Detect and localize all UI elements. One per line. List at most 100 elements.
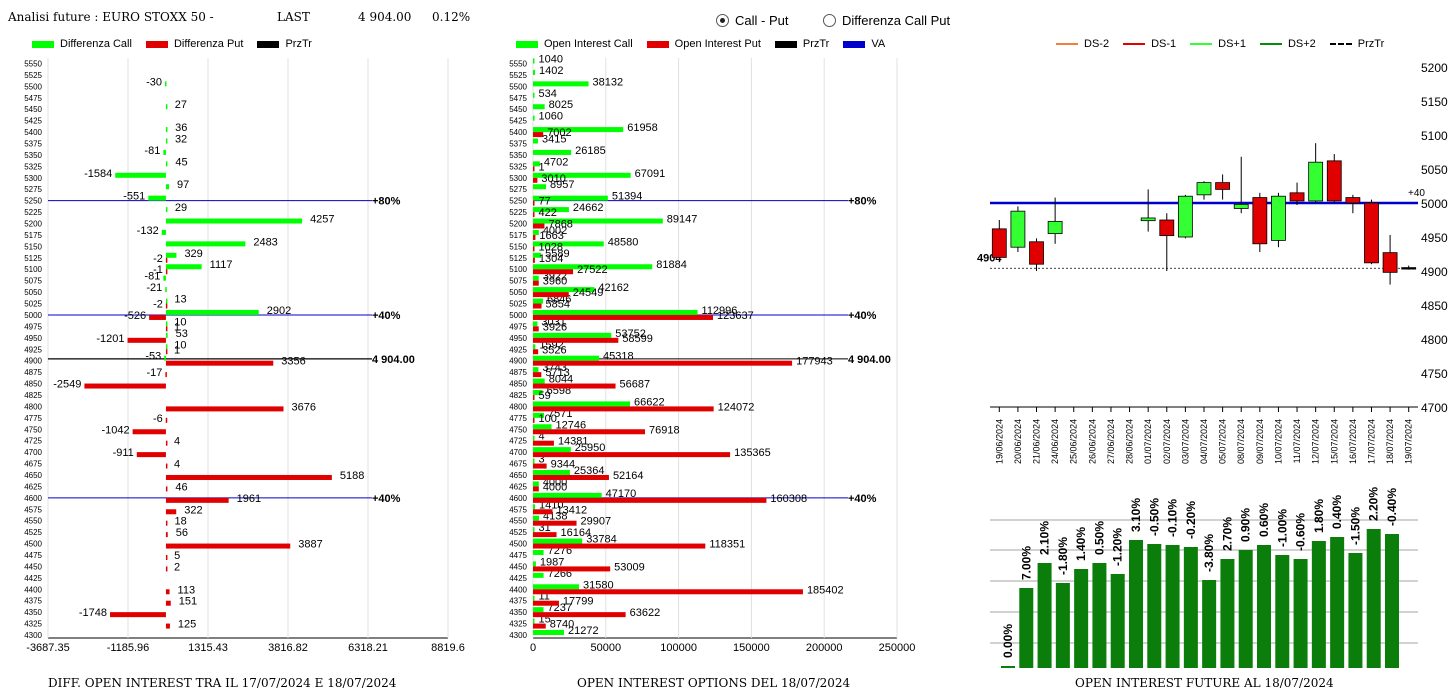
- bar: [533, 257, 535, 263]
- legend-item-oi-call: Open Interest Call: [512, 38, 633, 50]
- bar: [533, 474, 609, 480]
- legend-item-ds+1: DS+1: [1186, 38, 1246, 50]
- y-tick-label: 5325: [24, 162, 42, 171]
- oi-bar-label: -1.50%: [1348, 507, 1362, 545]
- data-label: 17799: [563, 596, 594, 608]
- bar: [533, 280, 539, 286]
- x-tick-label: 26/06/2024: [1087, 419, 1097, 464]
- x-tick-label: 24/06/2024: [1050, 419, 1060, 464]
- x-tick-label: 100000: [660, 642, 697, 654]
- y-tick-label: 4800: [509, 402, 527, 411]
- radio-differenza-label: Differenza Call Put: [842, 13, 951, 28]
- data-label: -526: [124, 310, 146, 322]
- data-label: -53: [145, 351, 161, 363]
- y-tick-label: 5100: [24, 265, 42, 274]
- bar: [533, 389, 543, 395]
- y-tick-label: 5525: [24, 71, 42, 80]
- radio-call-put[interactable]: Call - Put: [716, 13, 788, 28]
- data-label: 33784: [586, 534, 617, 546]
- data-label: 29907: [581, 516, 612, 528]
- y-tick-label: 5275: [24, 185, 42, 194]
- legend-line: [1329, 43, 1352, 45]
- data-label: 27: [175, 99, 187, 111]
- data-label: 118351: [709, 539, 745, 551]
- x-tick-label: 250000: [879, 642, 916, 654]
- legend-item-diff-call: Differenza Call: [28, 38, 132, 50]
- data-label: 4: [174, 436, 180, 448]
- oi-bar: [1275, 555, 1290, 668]
- bar: [165, 104, 168, 110]
- legend-item-ds-1: DS-1: [1119, 38, 1176, 50]
- y-tick-label: 4750: [509, 425, 527, 434]
- data-label: 63622: [630, 607, 661, 619]
- x-tick-label: 8819.6: [431, 642, 465, 654]
- y-tick-label: 4975: [24, 322, 42, 331]
- y-tick-label: 4725: [24, 437, 42, 446]
- bar: [533, 81, 589, 87]
- bar: [165, 218, 303, 224]
- y-tick-label: 5000: [24, 311, 42, 320]
- oi-bar: [1202, 580, 1217, 668]
- candle-body: [1364, 202, 1379, 264]
- y-tick-label: 5375: [24, 140, 42, 149]
- oi-bar: [1183, 547, 1198, 668]
- data-label: 46: [175, 481, 187, 493]
- bar: [165, 326, 168, 332]
- data-label: 4: [174, 459, 180, 471]
- oi-bar-label: 1.80%: [1312, 499, 1326, 533]
- oi-bar-label: -0.50%: [1147, 498, 1161, 536]
- data-label: 53752: [615, 328, 646, 340]
- bar: [533, 195, 608, 201]
- data-label: 45318: [603, 351, 634, 363]
- x-tick-label: 18/07/2024: [1385, 419, 1395, 464]
- chart-title-oi: OPEN INTEREST OPTIONS DEL 18/07/2024: [577, 676, 851, 690]
- bar: [533, 401, 631, 407]
- data-label: 81884: [656, 259, 687, 271]
- radio-differenza-call-put[interactable]: Differenza Call Put: [823, 13, 950, 28]
- y-tick-label: 4450: [24, 562, 42, 571]
- data-label: 2483: [253, 236, 277, 248]
- bar: [533, 104, 545, 110]
- candle-body: [1047, 220, 1063, 235]
- data-label: 3960: [543, 276, 567, 288]
- bar: [533, 138, 538, 144]
- bar: [533, 538, 583, 544]
- data-label: 47170: [606, 488, 637, 500]
- y-tick-label: 5025: [509, 300, 527, 309]
- oi-bar: [1019, 588, 1034, 668]
- y-tick-label: 4900: [24, 357, 42, 366]
- legend-swatch: [516, 40, 538, 48]
- y-tick-label: 4925: [24, 345, 42, 354]
- bar: [533, 481, 539, 487]
- bar: [165, 440, 168, 446]
- y-tick-label: 5150: [24, 242, 42, 251]
- y-tick-label: 4675: [24, 460, 42, 469]
- data-label: 76918: [649, 424, 680, 436]
- oi-bar: [1220, 559, 1235, 668]
- data-label: 53: [176, 328, 188, 340]
- legend-label: Differenza Put: [173, 38, 244, 50]
- bar: [533, 378, 545, 384]
- data-label: 100: [539, 413, 557, 425]
- data-label: 8740: [550, 619, 574, 631]
- bar: [533, 246, 535, 252]
- x-tick-label: 05/07/2024: [1218, 419, 1228, 464]
- bar: [533, 584, 579, 590]
- data-label: -81: [144, 271, 160, 283]
- data-label: 67091: [635, 168, 666, 180]
- bar: [148, 195, 166, 201]
- data-label: -2: [153, 299, 163, 311]
- bar: [533, 623, 546, 629]
- y-tick-label: 4650: [509, 471, 527, 480]
- oi-bar-label: -1.20%: [1111, 528, 1125, 566]
- y-tick-label: 5500: [509, 82, 527, 91]
- x-tick-label: 08/07/2024: [1236, 419, 1246, 464]
- y-tick-label: 5500: [24, 82, 42, 91]
- y-tick-label: 5250: [509, 197, 527, 206]
- y-tick-label: 4550: [24, 517, 42, 526]
- legend-line: [1056, 43, 1078, 45]
- data-label: 185402: [807, 584, 844, 596]
- data-label: 5713: [545, 367, 569, 379]
- y-tick-label: 4825: [24, 391, 42, 400]
